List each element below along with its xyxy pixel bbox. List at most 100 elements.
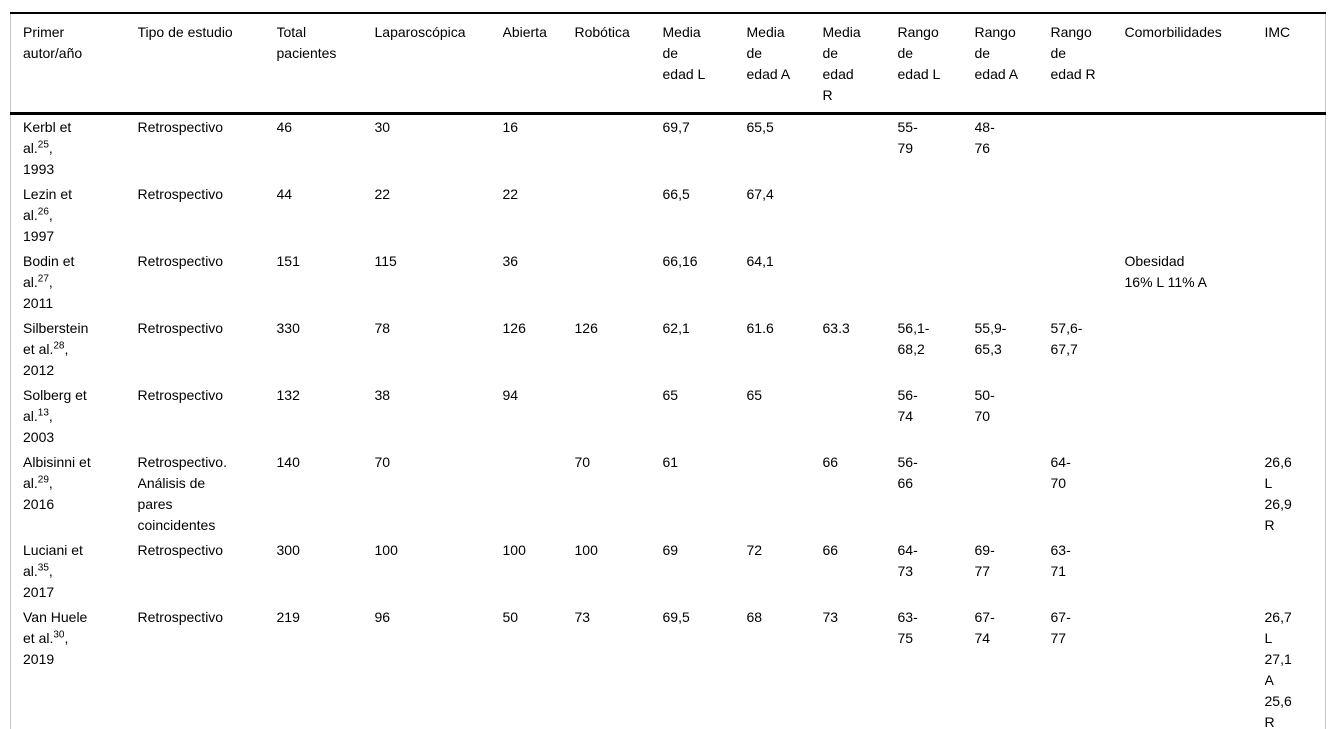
cell-rango-edad-r — [1051, 182, 1125, 249]
author-year: 2019 — [23, 651, 55, 667]
cell-author: Van Huele et al.30, 2019 — [11, 605, 138, 729]
cell-author: Solberg et al.13, 2003 — [11, 383, 138, 450]
cell-media-edad-a — [747, 450, 823, 538]
cell-author: Albisinni et al.29, 2016 — [11, 450, 138, 538]
column-header-media-edad-a: Media de edad A — [746, 13, 823, 115]
column-header-rango-edad-r: Rango de edad R — [1050, 13, 1125, 115]
cell-comorbilidades — [1125, 450, 1265, 538]
author-separator: , — [48, 207, 53, 223]
author-year: 2011 — [23, 295, 54, 311]
cell-author: Bodin et al.27, 2011 — [11, 249, 138, 316]
cell-rango-edad-r: 67-77 — [1050, 609, 1071, 646]
cell-rango-edad-l: 64-73 — [897, 542, 918, 579]
table-row: Bodin et al.27, 2011 Retrospectivo 151 11… — [11, 249, 1326, 316]
cell-rango-edad-r — [1051, 383, 1125, 450]
cell-media-edad-r — [823, 114, 898, 183]
cell-media-edad-l: 65 — [662, 387, 679, 403]
cell-media-edad-l: 66,16 — [662, 253, 698, 269]
table-row: Lezin et al.26, 1997 Retrospectivo 44 22 … — [11, 182, 1326, 249]
cell-robotica: 73 — [574, 609, 591, 625]
cell-total: 46 — [276, 119, 293, 135]
column-header-laparoscopica: Laparoscópica — [374, 13, 503, 115]
cell-tipo: Retrospectivo — [137, 542, 224, 558]
cell-author: Silberstein et al.28, 2012 — [11, 316, 138, 383]
cell-rango-edad-a: 69-77 — [974, 542, 995, 579]
cell-media-edad-a: 67,4 — [746, 186, 774, 202]
cell-media-edad-l: 62,1 — [662, 320, 690, 336]
cell-comorbilidades: Obesidad 16% L 11% A — [1124, 253, 1208, 290]
cell-rango-edad-r: 64-70 — [1050, 454, 1071, 491]
cell-rango-edad-a: 48-76 — [974, 119, 995, 156]
cell-media-edad-l: 69 — [662, 542, 679, 558]
cell-robotica — [575, 114, 663, 183]
cell-abierta: 22 — [502, 186, 519, 202]
cell-robotica — [575, 249, 663, 316]
cell-rango-edad-a — [975, 249, 1051, 316]
table-row: Albisinni et al.29, 2016 Retrospectivo. A… — [11, 450, 1326, 538]
column-header-primer-autor: Primer autor/año — [10, 13, 138, 115]
cell-tipo: Retrospectivo — [137, 186, 224, 202]
column-header-rango-edad-a: Rango de edad A — [974, 13, 1051, 115]
column-header-media-edad-r: Media de edad R — [822, 13, 898, 115]
cell-tipo: Retrospectivo — [137, 253, 224, 269]
cell-laparoscopica: 38 — [374, 387, 391, 403]
cell-imc: 26,6 L 26,9 R — [1264, 454, 1292, 533]
cell-rango-edad-a: 55,9-65,3 — [974, 320, 1007, 357]
cell-laparoscopica: 30 — [374, 119, 391, 135]
cell-media-edad-l: 69,7 — [662, 119, 690, 135]
cell-comorbilidades — [1125, 383, 1265, 450]
cell-media-edad-a: 64,1 — [746, 253, 774, 269]
author-name: Kerbl et al. — [23, 119, 72, 156]
column-header-abierta: Abierta — [502, 13, 575, 115]
cell-robotica: 126 — [574, 320, 598, 336]
cell-media-edad-r: 73 — [822, 609, 839, 625]
cell-media-edad-a: 65,5 — [746, 119, 774, 135]
cell-rango-edad-l: 56-74 — [897, 387, 918, 424]
column-header-total-pacientes: Total pacientes — [276, 13, 375, 115]
reference-superscript: 26 — [37, 206, 49, 218]
cell-imc — [1265, 114, 1326, 183]
cell-tipo: Retrospectivo — [137, 320, 224, 336]
author-separator: , — [48, 140, 53, 156]
author-name: Albisinni et al. — [23, 454, 91, 491]
cell-comorbilidades — [1125, 114, 1265, 183]
author-separator: , — [48, 408, 53, 424]
cell-rango-edad-l: 56-66 — [897, 454, 918, 491]
cell-author: Luciani et al.35, 2017 — [11, 538, 138, 605]
column-header-robotica: Robótica — [574, 13, 663, 115]
cell-media-edad-l: 69,5 — [662, 609, 690, 625]
cell-media-edad-r: 66 — [822, 542, 839, 558]
cell-media-edad-l: 66,5 — [662, 186, 690, 202]
cell-total: 140 — [276, 454, 300, 470]
reference-superscript: 35 — [37, 562, 49, 574]
cell-tipo: Retrospectivo. Análisis de pares coincid… — [137, 454, 227, 533]
cell-rango-edad-r: 57,6-67,7 — [1050, 320, 1083, 357]
cell-comorbilidades — [1125, 316, 1265, 383]
cell-total: 330 — [276, 320, 300, 336]
cell-rango-edad-r — [1051, 114, 1125, 183]
author-year: 2017 — [23, 584, 55, 600]
cell-robotica: 100 — [574, 542, 598, 558]
cell-rango-edad-r — [1051, 249, 1125, 316]
column-header-tipo-de-estudio: Tipo de estudio — [137, 13, 277, 115]
author-separator: , — [64, 341, 69, 357]
table-row: Van Huele et al.30, 2019 Retrospectivo 21… — [11, 605, 1326, 729]
cell-imc — [1265, 316, 1326, 383]
author-year: 2016 — [23, 496, 55, 512]
reference-superscript: 27 — [37, 273, 49, 285]
cell-abierta: 100 — [502, 542, 526, 558]
cell-total: 44 — [276, 186, 293, 202]
author-year: 1997 — [23, 228, 55, 244]
table-row: Luciani et al.35, 2017 Retrospectivo 300 … — [11, 538, 1326, 605]
cell-media-edad-a: 65 — [746, 387, 763, 403]
cell-rango-edad-a — [975, 450, 1051, 538]
cell-laparoscopica: 70 — [374, 454, 391, 470]
cell-robotica — [575, 182, 663, 249]
cell-robotica — [575, 383, 663, 450]
author-separator: , — [48, 563, 53, 579]
cell-rango-edad-l: 56,1-68,2 — [897, 320, 930, 357]
cell-abierta: 36 — [502, 253, 519, 269]
table-body: Kerbl et al.25, 1993 Retrospectivo 46 30 … — [11, 114, 1326, 729]
author-year: 2003 — [23, 429, 55, 445]
